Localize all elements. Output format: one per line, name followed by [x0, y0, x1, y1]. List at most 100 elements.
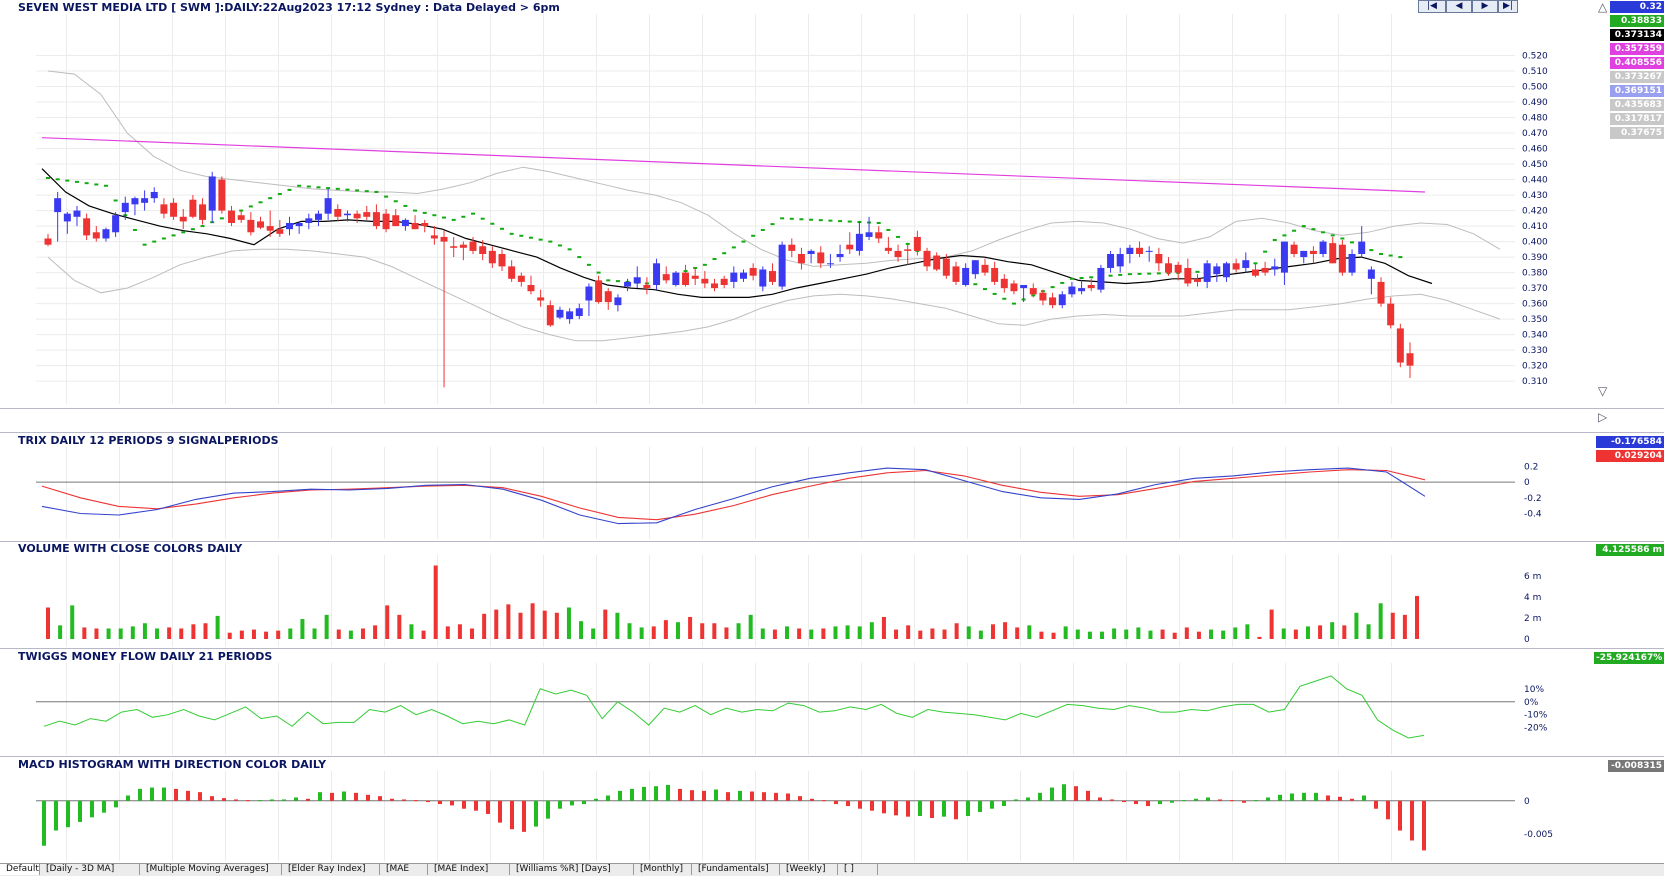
- macd-histogram-bar: [1182, 800, 1186, 802]
- layout-tab[interactable]: [Fundamentals]: [692, 864, 780, 875]
- volume-bar: [894, 629, 899, 639]
- candle-body: [440, 236, 448, 242]
- candle-body: [1213, 266, 1221, 275]
- candle-body: [363, 212, 371, 217]
- candle-body: [537, 297, 545, 301]
- axis-tick-label: 0: [1524, 797, 1530, 807]
- parabolic-sar-dot: [596, 271, 601, 274]
- candle-body: [1000, 278, 1008, 289]
- nav-first-button[interactable]: |◀: [1418, 0, 1446, 13]
- macd-histogram-bar: [1134, 800, 1138, 805]
- volume-bar: [1136, 627, 1141, 639]
- parabolic-sar-dot: [577, 256, 582, 259]
- price-tick-label: 0.490: [1522, 98, 1548, 108]
- candle-body: [1329, 243, 1337, 264]
- volume-chart[interactable]: 6 m 4 m 2 m 0: [0, 541, 1664, 648]
- volume-bar: [82, 627, 87, 639]
- macd-histogram-bar: [918, 800, 922, 816]
- layout-tab[interactable]: [Daily - 3D MA]: [40, 864, 140, 875]
- candle-body: [662, 274, 670, 281]
- price-tick-label: 0.350: [1522, 315, 1548, 325]
- price-tick-label: 0.510: [1522, 67, 1548, 77]
- candle-body: [1358, 241, 1366, 254]
- candle-body: [846, 244, 854, 250]
- down-triangle-icon[interactable]: ▽: [1598, 384, 1608, 398]
- volume-bar: [397, 614, 402, 639]
- macd-histogram-bar: [390, 798, 394, 801]
- layout-tab[interactable]: [MAE: [380, 864, 428, 875]
- volume-bar: [1342, 625, 1347, 639]
- money-flow-title: TWIGGS MONEY FLOW DAILY 21 PERIODS: [18, 650, 273, 663]
- candle-body: [63, 213, 71, 222]
- moving-average-short-line: [41, 168, 1433, 298]
- macd-histogram-bar: [810, 798, 814, 801]
- volume-bar: [1027, 625, 1032, 639]
- macd-histogram-bar: [714, 789, 718, 801]
- price-tick-label: 0.450: [1522, 160, 1548, 170]
- volume-bar: [869, 622, 874, 639]
- macd-histogram-bar: [42, 800, 46, 846]
- volume-bar: [881, 616, 886, 639]
- layout-tab[interactable]: [Elder Ray Index]: [282, 864, 380, 875]
- price-tick-label: 0.330: [1522, 346, 1548, 356]
- price-tick-label: 0.380: [1522, 269, 1548, 279]
- candle-body: [1377, 281, 1385, 304]
- layout-tab[interactable]: Default: [0, 864, 40, 875]
- candle-body: [266, 226, 274, 231]
- macd-histogram-bar: [1026, 797, 1030, 801]
- nav-last-button[interactable]: ▶|: [1498, 0, 1518, 13]
- price-panel: 0.310 0.320 0.330 0.340 0.350 0.360 0.370 0.380…: [0, 0, 1664, 424]
- up-triangle-icon[interactable]: △: [1598, 0, 1608, 14]
- volume-bar: [1209, 629, 1214, 639]
- macd-histogram-bar: [366, 794, 370, 801]
- candle-body: [430, 235, 438, 239]
- volume-bar: [990, 624, 995, 639]
- parabolic-sar-dot: [731, 246, 736, 249]
- volume-bar: [494, 609, 499, 639]
- parabolic-sar-dot: [780, 217, 785, 220]
- layout-tab[interactable]: [Multiple Moving Averages]: [140, 864, 282, 875]
- candle-body: [720, 278, 728, 286]
- macd-badges: -0.008315: [1608, 760, 1664, 774]
- parabolic-sar-dot: [1369, 249, 1374, 252]
- layout-tab[interactable]: [Weekly]: [780, 864, 838, 875]
- candle-body: [1271, 266, 1279, 270]
- parabolic-sar-dot: [1398, 256, 1403, 259]
- volume-bar: [530, 603, 535, 639]
- right-triangle-icon[interactable]: ▷: [1598, 410, 1608, 424]
- macd-histogram-bar: [1326, 795, 1330, 801]
- money-flow-chart[interactable]: 10% 0% -10% -20%: [0, 649, 1664, 756]
- price-chart[interactable]: 0.310 0.320 0.330 0.340 0.350 0.360 0.370 0.380…: [0, 0, 1664, 408]
- nav-prev-button[interactable]: ◀: [1446, 0, 1472, 13]
- layout-tab[interactable]: [MAE Index]: [428, 864, 510, 875]
- parabolic-sar-dot: [442, 216, 447, 219]
- layout-tab[interactable]: [Williams %R] [Days]: [510, 864, 634, 875]
- parabolic-sar-dot: [838, 220, 843, 223]
- volume-bar: [106, 628, 111, 639]
- price-tick-label: 0.480: [1522, 114, 1548, 124]
- parabolic-sar-dot: [1282, 234, 1287, 237]
- macd-histogram-bar: [990, 800, 994, 809]
- macd-histogram-bar: [1110, 799, 1114, 801]
- parabolic-sar-dot: [1263, 250, 1268, 253]
- volume-bar: [179, 628, 184, 639]
- layout-tab[interactable]: [ ]: [838, 864, 878, 875]
- nav-next-button[interactable]: ▶: [1472, 0, 1498, 13]
- parabolic-sar-dot: [1340, 237, 1345, 240]
- macd-histogram-bar: [534, 800, 538, 827]
- layout-tab[interactable]: [Monthly]: [634, 864, 692, 875]
- macd-chart[interactable]: 0 -0.005: [0, 757, 1664, 862]
- macd-histogram-bar: [1266, 797, 1270, 801]
- candle-body: [401, 219, 409, 227]
- parabolic-sar-dot: [480, 217, 485, 220]
- volume-bar: [324, 614, 329, 639]
- parabolic-sar-dot: [548, 240, 553, 243]
- candle-body: [314, 213, 322, 220]
- volume-bar: [906, 625, 911, 639]
- parabolic-sar-dot: [509, 232, 514, 235]
- macd-histogram-bar: [786, 793, 790, 801]
- trix-chart[interactable]: 0.2 0 -0.2 -0.4: [0, 433, 1664, 541]
- macd-histogram-bar: [114, 800, 118, 808]
- candle-body: [1165, 263, 1173, 273]
- parabolic-sar-dot: [557, 244, 562, 247]
